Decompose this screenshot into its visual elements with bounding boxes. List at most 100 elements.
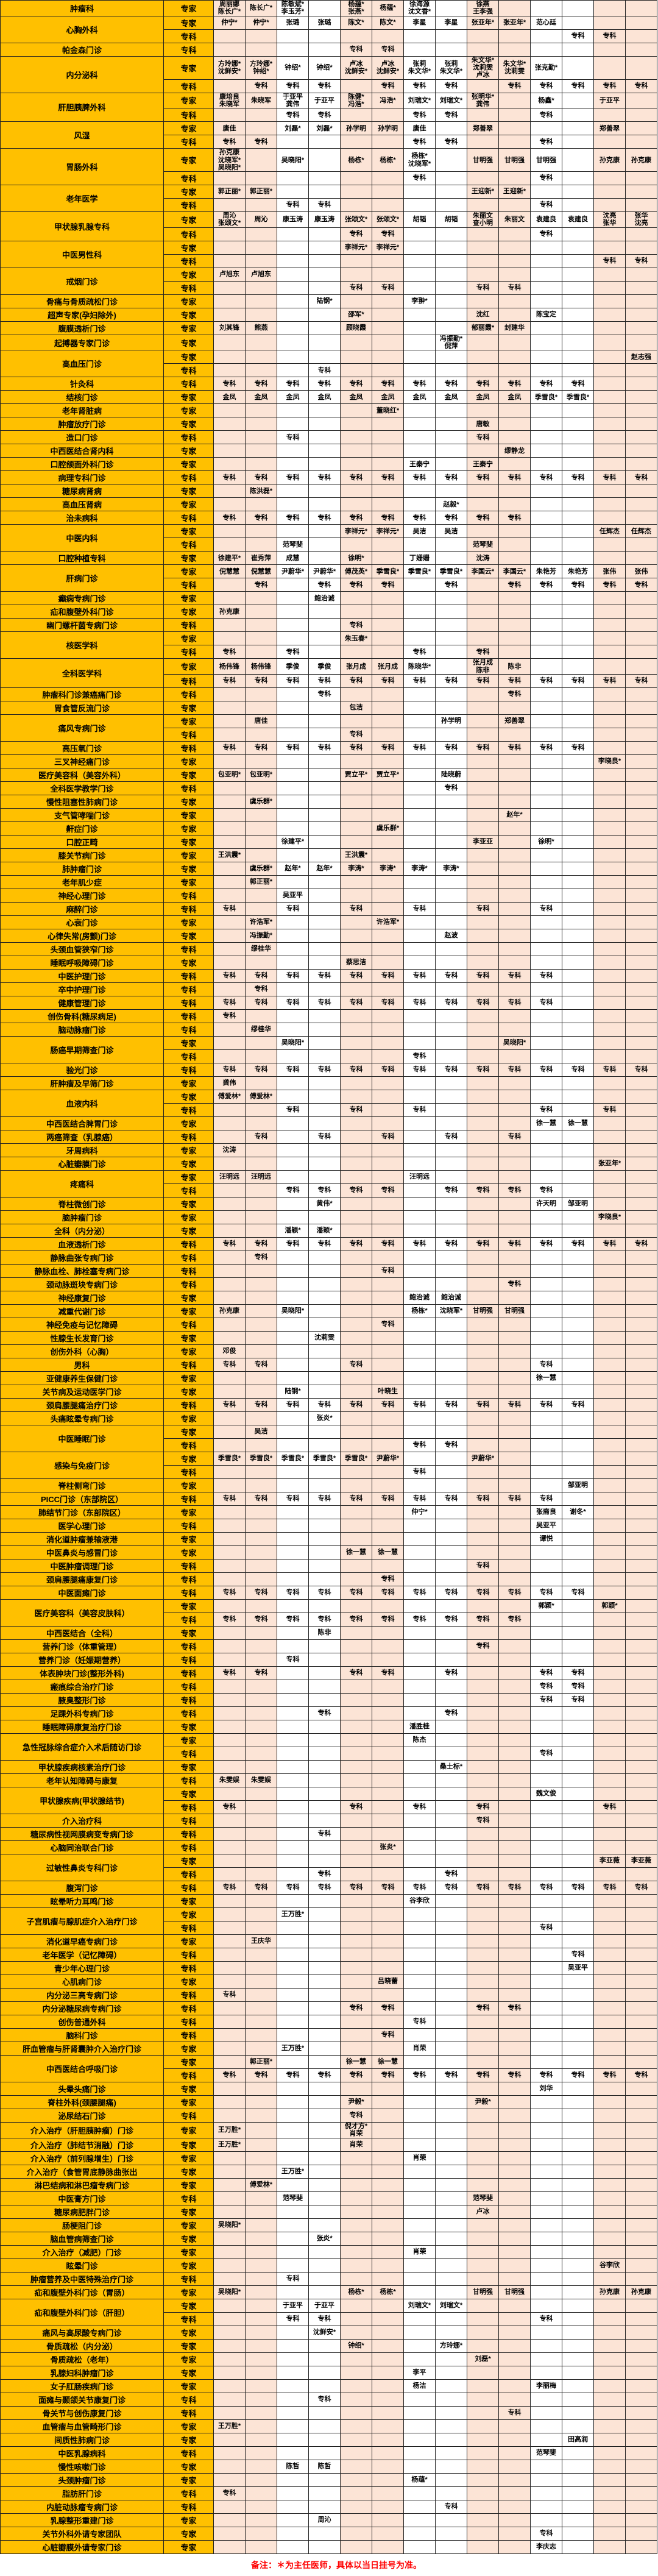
schedule-cell — [308, 1438, 341, 1452]
schedule-cell: 沈亮 张华 — [593, 211, 626, 228]
schedule-cell: 张璐 — [277, 15, 309, 30]
schedule-cell — [277, 768, 309, 782]
schedule-cell — [213, 2338, 246, 2353]
schedule-cell — [562, 171, 594, 186]
department-name: 中医肿瘤调理门诊 — [0, 1559, 164, 1573]
schedule-cell: 专科 — [372, 1572, 404, 1586]
schedule-cell — [625, 457, 657, 472]
schedule-cell — [530, 631, 562, 646]
schedule-cell — [562, 2028, 594, 2042]
schedule-cell — [213, 2028, 246, 2042]
schedule-cell — [530, 1975, 562, 1989]
schedule-cell — [435, 875, 467, 889]
table-row: 痛风与高尿酸专病门诊 专家 沈鲜安* — [0, 2325, 657, 2340]
schedule-cell — [340, 605, 372, 619]
schedule-cell — [245, 2352, 277, 2366]
schedule-cell: 专科 — [308, 1586, 341, 1600]
schedule-cell: 专科 — [308, 1827, 341, 1841]
department-name: 肝病门诊 — [0, 564, 164, 592]
schedule-cell — [308, 1559, 341, 1573]
schedule-cell — [625, 2028, 657, 2042]
schedule-cell — [562, 701, 594, 715]
schedule-cell — [213, 1760, 246, 1774]
schedule-cell — [372, 1800, 404, 1814]
schedule-cell — [403, 915, 436, 929]
schedule-cell — [277, 2285, 309, 2299]
schedule-cell: 张璐 — [308, 15, 341, 30]
department-name: 营养门诊（体重管理） — [0, 1639, 164, 1653]
table-row: 中西医结合（全科） 专家 陈非 — [0, 1626, 657, 1640]
schedule-cell — [372, 2122, 404, 2138]
schedule-cell — [245, 1653, 277, 1667]
schedule-cell — [625, 996, 657, 1010]
schedule-cell — [213, 1693, 246, 1707]
schedule-cell — [340, 538, 372, 552]
schedule-cell — [498, 848, 531, 862]
schedule-cell — [530, 1988, 562, 2002]
schedule-cell — [435, 701, 467, 715]
schedule-cell: 专科 — [562, 1063, 594, 1077]
schedule-cell — [277, 2082, 309, 2096]
schedule-cell — [213, 1572, 246, 1586]
schedule-cell — [340, 1680, 372, 1694]
table-row: 介入治疗（肝胆胰肿瘤）门诊 专家 王万胜* 倪才方* 肖荣 — [0, 2122, 657, 2138]
schedule-cell — [308, 1599, 341, 1613]
schedule-cell — [498, 2015, 531, 2029]
schedule-cell — [372, 2231, 404, 2246]
schedule-cell: 专科 — [403, 108, 436, 122]
department-name: 性腺生长发育门诊 — [0, 1331, 164, 1345]
schedule-cell — [530, 915, 562, 929]
table-row: 专科 专科 专科 专科 专科 专科 — [1, 1103, 657, 1117]
schedule-cell — [245, 1277, 277, 1291]
department-name: 内分泌三高专病门诊 — [0, 1988, 164, 2002]
schedule-cell: 专科 — [372, 79, 404, 93]
schedule-cell — [467, 2151, 499, 2165]
schedule-cell — [467, 2365, 499, 2380]
schedule-cell: 朱玉春* — [340, 631, 372, 646]
table-row: 幽门螺杆菌专病门诊 专科 专科 — [0, 618, 657, 633]
schedule-cell — [403, 754, 436, 768]
schedule-cell: 金凤 — [340, 390, 372, 405]
row-category: 专家 — [163, 2204, 214, 2219]
schedule-cell — [435, 2218, 467, 2232]
schedule-cell — [562, 2539, 594, 2554]
schedule-cell — [593, 1090, 626, 1104]
schedule-cell: 李平 — [403, 2365, 436, 2380]
schedule-cell — [625, 2042, 657, 2056]
schedule-cell — [530, 254, 562, 268]
schedule-cell: 专科 — [530, 1881, 562, 1895]
table-row: 疝和腹壁外科门诊（胃肠） 专家 吴晓阳* 杨栋* 杨栋* 甘明强 甘明强 孙克康 孙克康 — [0, 2285, 657, 2299]
schedule-cell — [498, 1532, 531, 1546]
schedule-cell: 鲍治诚 — [435, 1291, 467, 1305]
schedule-cell — [308, 631, 341, 646]
schedule-cell — [277, 2015, 309, 2029]
schedule-cell — [277, 294, 309, 308]
table-row: 心肌病门诊 专家 吕晓蕾 — [0, 1975, 657, 1989]
schedule-cell — [403, 1157, 436, 1171]
schedule-cell — [467, 1344, 499, 1358]
department-name: 全科医学科 — [0, 658, 164, 688]
schedule-cell — [340, 2151, 372, 2165]
schedule-cell: 专科 — [498, 741, 531, 755]
schedule-cell: 李翀* — [403, 294, 436, 308]
schedule-cell — [530, 1023, 562, 1037]
table-row: 神经康复门诊 专家 鲍治诚 鲍治诚 — [0, 1291, 657, 1305]
row-category: 专家 — [163, 2539, 214, 2554]
table-row: 颈肩腰腿痛康复门诊 专科 专科 — [0, 1572, 657, 1586]
schedule-cell — [498, 1385, 531, 1399]
schedule-cell: 专科 — [213, 1398, 246, 1412]
schedule-cell — [435, 2231, 467, 2246]
schedule-cell — [435, 307, 467, 322]
schedule-cell: 沈莉雯 — [308, 1331, 341, 1345]
schedule-cell — [625, 728, 657, 742]
schedule-cell — [277, 403, 309, 418]
department-name: 老年肌少症 — [0, 875, 164, 889]
schedule-cell — [467, 2082, 499, 2096]
schedule-cell: 包亚明* — [245, 768, 277, 782]
department-name: 泌尿结石门诊 — [0, 2109, 164, 2123]
schedule-cell: 杨伟锋 — [213, 658, 246, 675]
schedule-cell — [467, 1934, 499, 1948]
schedule-cell: 张月成 — [372, 658, 404, 675]
table-row: 肿瘤营养及中医特殊治疗门诊 专科 专科 — [0, 2271, 657, 2286]
schedule-cell — [403, 2258, 436, 2273]
